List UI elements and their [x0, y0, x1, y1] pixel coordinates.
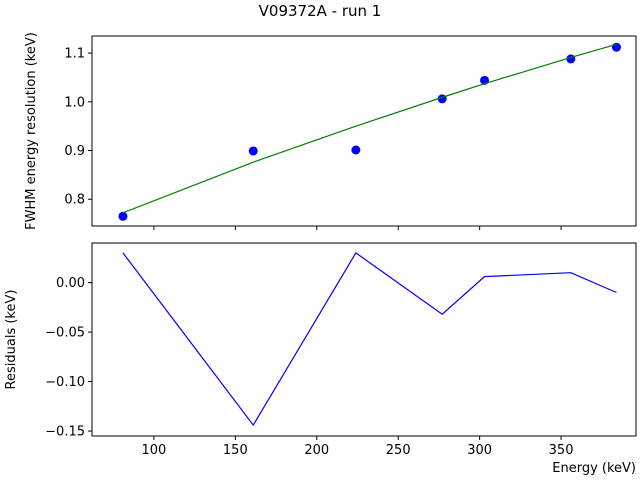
bottom-ytick-label-0: 0.00 [56, 276, 85, 291]
top-ytick-label-3: 1.1 [64, 47, 85, 62]
top-ytick-label-0: 0.8 [64, 193, 85, 208]
bottom-ytick-label-1: −0.05 [45, 326, 85, 341]
top-data-point-2 [351, 145, 361, 155]
bottom-residual-line [122, 252, 617, 427]
bottom-xtick-label-3: 250 [386, 443, 411, 458]
bottom-xtick-label-5: 350 [549, 443, 574, 458]
bottom-ytick-label-3: −0.15 [45, 425, 85, 440]
top-y-axis-label: FWHM energy resolution (keV) [24, 32, 39, 230]
top-fit-line [122, 43, 617, 214]
top-ytick-label-1: 0.9 [64, 144, 85, 159]
bottom-ytick-label-2: −0.10 [45, 375, 85, 390]
bottom-xtick-label-0: 100 [141, 443, 166, 458]
top-data-point-1 [248, 146, 258, 156]
top-axes-frame [91, 35, 637, 227]
bottom-xtick-label-2: 200 [304, 443, 329, 458]
bottom-xtick-label-1: 150 [223, 443, 248, 458]
bottom-x-axis-label: Energy (keV) [552, 461, 636, 476]
bottom-xtick-label-4: 300 [467, 443, 492, 458]
top-ytick-label-2: 1.0 [64, 95, 85, 110]
bottom-panel: 0.00 −0.05 −0.10 −0.15 100 150 200 250 300 350 Res… [4, 242, 637, 476]
bottom-axes-frame [91, 242, 637, 437]
bottom-y-axis-label: Residuals (keV) [4, 290, 19, 390]
top-data-point-6 [611, 42, 621, 52]
chart-title: V09372A - run 1 [259, 2, 382, 20]
top-data-point-0 [118, 211, 128, 221]
top-panel: 0.8 0.9 1.0 1.1 FWHM energy resolution (keV) [24, 32, 637, 230]
